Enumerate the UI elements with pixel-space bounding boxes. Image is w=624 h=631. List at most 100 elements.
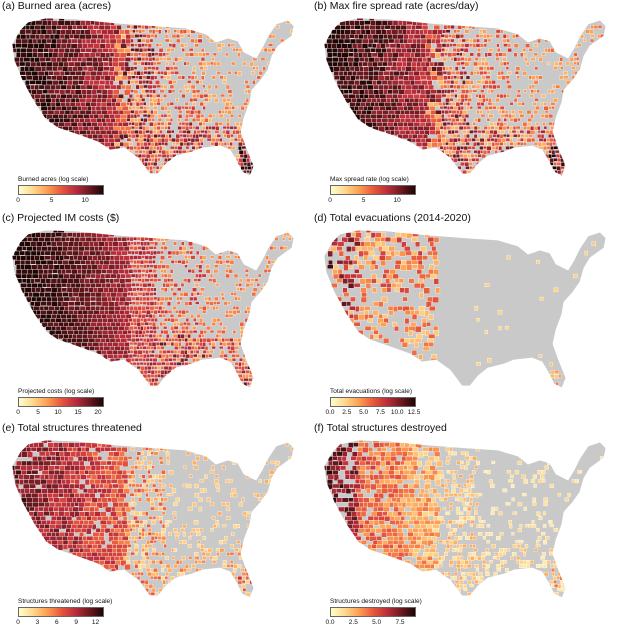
county-cell xyxy=(78,75,86,81)
county-cell xyxy=(60,456,65,462)
county-cell xyxy=(144,552,149,556)
county-cell xyxy=(158,456,164,461)
county-cell xyxy=(249,61,254,67)
county-cell xyxy=(131,520,136,525)
county-cell xyxy=(159,342,164,346)
county-cell xyxy=(378,334,383,339)
county-cell xyxy=(137,460,142,465)
county-cell xyxy=(184,52,190,57)
county-cell xyxy=(147,162,151,166)
county-cell xyxy=(225,269,229,273)
county-cell xyxy=(46,75,52,81)
county-cell xyxy=(413,94,421,99)
county-cell xyxy=(502,488,508,493)
county-cell xyxy=(40,232,46,238)
county-cell xyxy=(119,255,125,261)
county-cell xyxy=(128,122,132,126)
county-cell xyxy=(79,511,85,517)
county-cell xyxy=(161,241,166,246)
county-cell xyxy=(233,126,238,130)
county-cell xyxy=(488,114,494,118)
county-cell xyxy=(333,75,341,80)
county-cell xyxy=(498,52,503,57)
county-cell xyxy=(204,130,208,134)
county-cell xyxy=(532,102,537,106)
county-cell xyxy=(139,260,145,265)
county-cell xyxy=(405,250,412,256)
county-cell xyxy=(483,66,487,71)
county-cell xyxy=(427,250,433,256)
county-cell xyxy=(136,318,141,323)
county-cell xyxy=(134,358,139,362)
county-cell xyxy=(35,260,41,266)
county-cell xyxy=(242,588,247,592)
county-cell xyxy=(394,470,400,476)
county-cell xyxy=(194,283,200,287)
county-cell xyxy=(449,106,454,110)
county-cell xyxy=(375,465,381,472)
county-cell xyxy=(70,264,77,271)
county-cell xyxy=(121,447,128,453)
county-cell xyxy=(385,66,392,71)
county-cell xyxy=(237,71,242,76)
county-cell xyxy=(66,338,72,343)
county-cell xyxy=(195,456,200,461)
county-cell xyxy=(163,71,168,76)
county-cell xyxy=(152,314,156,319)
county-cell xyxy=(141,334,145,338)
legend-tick-label: 5 xyxy=(36,409,40,416)
county-cell xyxy=(241,362,245,366)
county-cell xyxy=(482,34,487,39)
county-cell xyxy=(134,250,139,255)
county-cell xyxy=(167,122,172,126)
county-cell xyxy=(528,134,533,138)
county-cell xyxy=(153,75,158,80)
county-cell xyxy=(195,350,200,354)
county-cell xyxy=(446,114,451,118)
county-cell xyxy=(488,134,493,139)
county-cell xyxy=(429,306,436,311)
county-cell xyxy=(145,568,151,572)
county-cell xyxy=(110,493,117,499)
county-cell xyxy=(95,52,101,58)
county-cell xyxy=(150,142,156,147)
county-cell xyxy=(443,488,449,493)
county-cell xyxy=(221,330,226,334)
county-cell xyxy=(74,493,80,499)
county-cell xyxy=(93,287,98,294)
county-cell xyxy=(279,38,285,43)
county-cell xyxy=(396,237,403,243)
county-cell xyxy=(146,106,151,110)
county-cell xyxy=(175,497,180,502)
county-cell xyxy=(492,84,497,90)
county-cell xyxy=(326,48,333,53)
county-cell xyxy=(77,66,84,72)
county-cell xyxy=(199,342,203,347)
county-cell xyxy=(103,66,110,71)
county-cell xyxy=(445,142,449,146)
county-cell xyxy=(479,71,484,75)
county-cell xyxy=(460,84,465,89)
county-cell xyxy=(195,528,200,532)
county-cell xyxy=(191,346,195,350)
county-cell xyxy=(184,564,189,569)
county-cell xyxy=(194,43,199,48)
county-cell xyxy=(233,338,238,343)
county-cell xyxy=(86,474,92,479)
county-cell xyxy=(45,57,52,62)
county-cell xyxy=(550,89,555,94)
county-cell xyxy=(29,57,35,63)
us-county-map xyxy=(323,229,607,389)
county-cell xyxy=(439,126,444,130)
county-cell xyxy=(131,474,136,479)
county-cell xyxy=(457,493,463,497)
county-cell xyxy=(37,71,45,77)
county-cell xyxy=(126,237,131,241)
us-outline xyxy=(11,439,295,599)
county-cell xyxy=(457,122,463,126)
county-cell xyxy=(173,502,178,507)
county-cell xyxy=(394,278,400,283)
county-cell xyxy=(448,142,453,147)
county-cell xyxy=(387,80,393,86)
county-cell xyxy=(522,122,528,127)
